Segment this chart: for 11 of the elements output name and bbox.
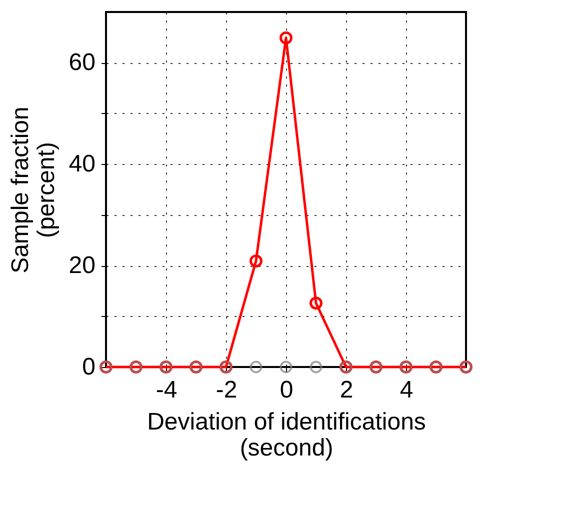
y-axis-title: Sample fraction (percent) [6, 106, 60, 274]
x-tick-label: -4 [156, 376, 178, 404]
x-tick-label: -2 [216, 376, 238, 404]
x-axis-title: Deviation of identifications (second) [147, 408, 426, 462]
y-tick-label: 0 [82, 354, 96, 380]
y-tick-label: 40 [68, 150, 96, 178]
y-tick-label: 20 [68, 252, 96, 280]
x-tick-label: 4 [400, 376, 414, 404]
y-tick-label: 60 [68, 49, 96, 76]
x-tick-label: 0 [280, 376, 294, 404]
x-tick-label: 2 [340, 376, 354, 404]
